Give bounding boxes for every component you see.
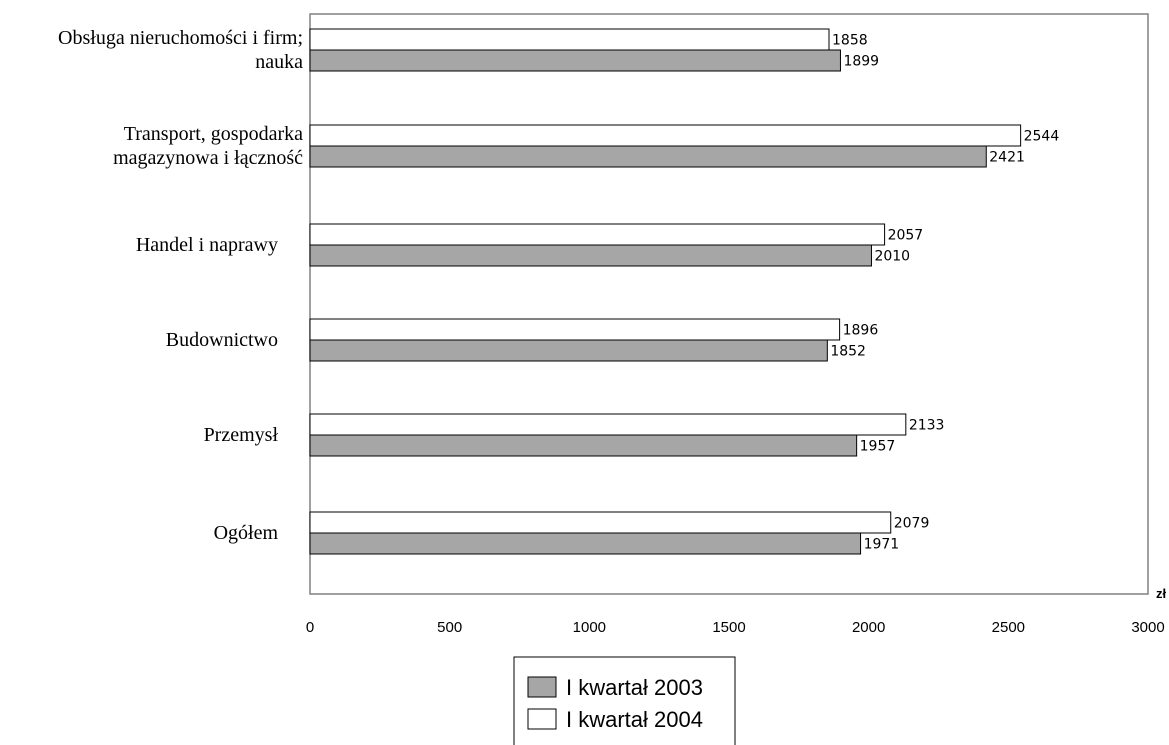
legend-label: I kwartał 2004 [566,707,703,732]
x-tick-label: 1500 [712,619,745,636]
legend: I kwartał 2003 I kwartał 2004 [513,656,736,745]
data-label: 1858 [832,33,868,49]
data-label: 1899 [843,54,879,70]
x-tick-label: 2000 [852,619,885,636]
data-label: 2010 [874,249,910,265]
bar-2004 [309,318,841,341]
data-label: 1957 [860,439,896,455]
x-tick-label: 2500 [992,619,1025,636]
x-tick-label: 0 [306,619,314,636]
x-unit-label: zł [1156,586,1167,601]
data-label: 2133 [909,418,945,434]
category-label: Ogółem [214,522,279,544]
bar-2004 [309,124,1022,147]
data-label: 2421 [989,150,1025,166]
bar-2004 [309,511,892,534]
bar-2004 [309,413,907,436]
bar-2004 [309,223,886,246]
x-tick-label: 1000 [573,619,606,636]
bar-2003 [309,434,858,457]
data-label: 2057 [888,228,924,244]
bar-2003 [309,339,828,362]
category-label: Budownictwo [166,329,278,351]
x-tick-label: 3000 [1131,619,1164,636]
category-label: Obsługa nieruchomości i firm; nauka [58,27,303,73]
data-label: 2544 [1024,129,1060,145]
data-label: 1896 [843,323,879,339]
category-label: Transport, gospodarka magazynowa i łączno… [113,123,303,169]
plot-area: 0 500 1000 1500 2000 2500 3000 zł 1858 1899 Obsług… [58,13,1167,636]
bar-2004 [309,28,830,51]
category-label: Handel i naprawy [136,234,278,256]
plot-frame [309,13,1149,595]
bar-2003 [309,532,862,555]
bar-2003 [309,49,841,72]
bar-2003 [309,145,987,168]
legend-label: I kwartał 2003 [566,675,703,700]
bar-2003 [309,244,872,267]
data-label: 1971 [864,537,900,553]
legend-box [513,656,736,745]
category-label: Przemysł [204,424,279,446]
legend-swatch [527,676,557,698]
legend-swatch [527,708,557,730]
x-tick-label: 500 [437,619,462,636]
data-label: 1852 [830,344,866,360]
data-label: 2079 [894,516,930,532]
